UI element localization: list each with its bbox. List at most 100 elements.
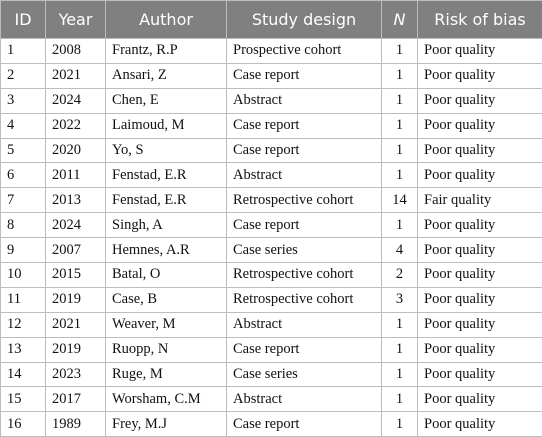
header-row: ID Year Author Study design N Risk of bias xyxy=(0,0,542,39)
table-cell: 1 xyxy=(381,336,418,363)
header-cell: Author xyxy=(105,0,227,39)
table-cell: Poor quality xyxy=(417,87,542,114)
table-cell: Case report xyxy=(226,336,382,363)
table-cell: 2024 xyxy=(45,212,106,239)
table-row: 11 2019 Case, B Retrospective cohort 3 Poor q… xyxy=(0,286,542,313)
table-cell: Abstract xyxy=(226,87,382,114)
table-cell: 2 xyxy=(0,62,46,89)
table-cell: 2020 xyxy=(45,137,106,164)
table-cell: Poor quality xyxy=(417,411,542,437)
table-cell: 2008 xyxy=(45,38,106,64)
table-cell: Ansari, Z xyxy=(105,62,227,89)
table-cell: 2021 xyxy=(45,62,106,89)
header-cell: N xyxy=(381,0,418,39)
table-row: 3 2024 Chen, E Abstract 1 Poor quality xyxy=(0,87,542,114)
table-cell: Chen, E xyxy=(105,87,227,114)
table-cell: Case, B xyxy=(105,286,227,313)
table-row: 15 2017 Worsham, C.M Abstract 1 Poor quality xyxy=(0,386,542,413)
table-cell: 2021 xyxy=(45,311,106,338)
table-cell: Retrospective cohort xyxy=(226,262,382,288)
table-cell: Poor quality xyxy=(417,286,542,313)
table-cell: Case report xyxy=(226,137,382,164)
table-cell: 1 xyxy=(381,38,418,64)
table-row: 2 2021 Ansari, Z Case report 1 Poor quality xyxy=(0,62,542,89)
table-cell: 14 xyxy=(381,187,418,214)
table-row: 1 2008 Frantz, R.P Prospective cohort 1 Poor … xyxy=(0,38,542,64)
table-cell: Poor quality xyxy=(417,38,542,64)
table-cell: Case report xyxy=(226,62,382,89)
table-cell: 4 xyxy=(381,237,418,264)
table-row: 9 2007 Hemnes, A.R Case series 4 Poor quality xyxy=(0,237,542,264)
table-cell: Abstract xyxy=(226,311,382,338)
table-cell: 1 xyxy=(381,411,418,437)
table-cell: Retrospective cohort xyxy=(226,187,382,214)
table-cell: 2019 xyxy=(45,336,106,363)
table-cell: 10 xyxy=(0,262,46,288)
table-cell: 4 xyxy=(0,112,46,139)
table-cell: Fair quality xyxy=(417,187,542,214)
header-cell: ID xyxy=(0,0,46,39)
table-cell: 2 xyxy=(381,262,418,288)
table-cell: Singh, A xyxy=(105,212,227,239)
table-row: 5 2020 Yo, S Case report 1 Poor quality xyxy=(0,137,542,164)
header-cell: Risk of bias xyxy=(417,0,542,39)
table-cell: Poor quality xyxy=(417,237,542,264)
table-cell: Poor quality xyxy=(417,62,542,89)
table-row: 4 2022 Laimoud, M Case report 1 Poor quality xyxy=(0,112,542,139)
table-cell: Ruopp, N xyxy=(105,336,227,363)
table-cell: Poor quality xyxy=(417,212,542,239)
table-cell: 2022 xyxy=(45,112,106,139)
table-row: 14 2023 Ruge, M Case series 1 Poor quality xyxy=(0,361,542,388)
table-row: 13 2019 Ruopp, N Case report 1 Poor quality xyxy=(0,336,542,363)
table-cell: 13 xyxy=(0,336,46,363)
table-row: 6 2011 Fenstad, E.R Abstract 1 Poor quality xyxy=(0,162,542,189)
table-cell: Frey, M.J xyxy=(105,411,227,437)
header-cell: Study design xyxy=(226,0,382,39)
table-cell: Fenstad, E.R xyxy=(105,162,227,189)
table-cell: 1 xyxy=(0,38,46,64)
table-cell: Abstract xyxy=(226,386,382,413)
table-cell: Case report xyxy=(226,411,382,437)
table-cell: Retrospective cohort xyxy=(226,286,382,313)
table-cell: Worsham, C.M xyxy=(105,386,227,413)
table-cell: 5 xyxy=(0,137,46,164)
table-cell: 1 xyxy=(381,112,418,139)
table-cell: 8 xyxy=(0,212,46,239)
table-row: 7 2013 Fenstad, E.R Retrospective cohort 14 F… xyxy=(0,187,542,214)
table-cell: 9 xyxy=(0,237,46,264)
table-cell: Frantz, R.P xyxy=(105,38,227,64)
table-cell: Yo, S xyxy=(105,137,227,164)
table-cell: 2019 xyxy=(45,286,106,313)
table-cell: Case report xyxy=(226,112,382,139)
table-cell: 1 xyxy=(381,162,418,189)
table-cell: Abstract xyxy=(226,162,382,189)
table-body: 1 2008 Frantz, R.P Prospective cohort 1 Poor … xyxy=(0,38,542,437)
table-cell: Poor quality xyxy=(417,262,542,288)
table-cell: 2013 xyxy=(45,187,106,214)
table-cell: 3 xyxy=(0,87,46,114)
table-cell: Case series xyxy=(226,361,382,388)
table-cell: Case series xyxy=(226,237,382,264)
table-cell: 1 xyxy=(381,137,418,164)
table-cell: 3 xyxy=(381,286,418,313)
table-cell: Weaver, M xyxy=(105,311,227,338)
table-cell: 1 xyxy=(381,62,418,89)
table-cell: 15 xyxy=(0,386,46,413)
table-cell: Poor quality xyxy=(417,361,542,388)
table-cell: 2007 xyxy=(45,237,106,264)
table-cell: 12 xyxy=(0,311,46,338)
table-row: 12 2021 Weaver, M Abstract 1 Poor quality xyxy=(0,311,542,338)
table-cell: Fenstad, E.R xyxy=(105,187,227,214)
table-cell: 1 xyxy=(381,212,418,239)
header-cell: Year xyxy=(45,0,106,39)
table-cell: Laimoud, M xyxy=(105,112,227,139)
table-cell: 7 xyxy=(0,187,46,214)
table-cell: Case report xyxy=(226,212,382,239)
table-cell: 1 xyxy=(381,311,418,338)
table-cell: 2011 xyxy=(45,162,106,189)
table-cell: Poor quality xyxy=(417,386,542,413)
table-cell: 2017 xyxy=(45,386,106,413)
table-cell: 2023 xyxy=(45,361,106,388)
